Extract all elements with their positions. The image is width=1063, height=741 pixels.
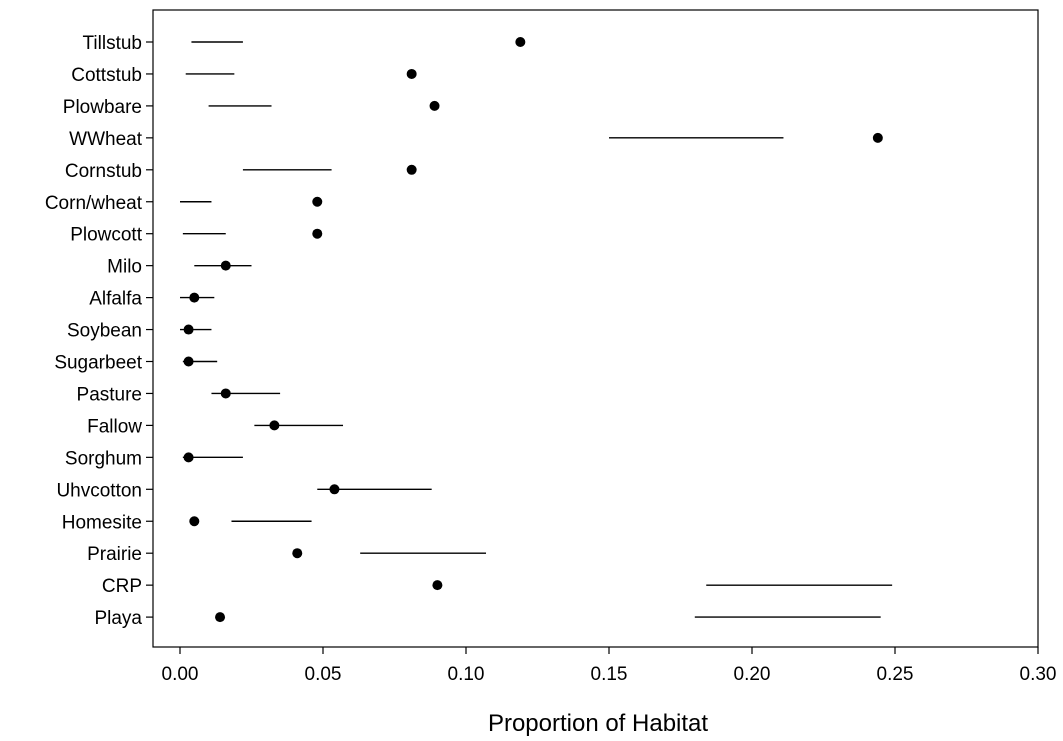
y-tick-label: Playa (94, 608, 142, 629)
plot-frame (152, 9, 1039, 648)
y-tick-label: Corn/wheat (45, 193, 143, 214)
y-tick-label: Fallow (87, 416, 142, 437)
x-tick-label: 0.15 (591, 664, 628, 685)
data-point (183, 324, 194, 335)
y-tick-label: Cottstub (71, 65, 142, 86)
x-tick-label: 0.05 (305, 664, 342, 685)
y-tick-label: Homesite (62, 512, 142, 533)
data-point (515, 37, 526, 47)
data-point (269, 420, 280, 431)
y-axis: Tillstub Cottstub Plowbare WWheat Cornstub Co… (45, 33, 153, 629)
y-tick-label: Pasture (77, 384, 142, 405)
plot-marks (180, 37, 893, 623)
data-point (183, 452, 194, 463)
y-tick-label: Tillstub (83, 33, 142, 54)
data-point (406, 68, 417, 79)
y-tick-label: Prairie (87, 544, 142, 565)
data-point (292, 548, 303, 559)
data-point (189, 516, 200, 527)
data-point (220, 388, 231, 399)
x-tick-label: 0.00 (162, 664, 199, 685)
data-point (189, 292, 200, 303)
y-tick-label: Plowbare (63, 97, 142, 118)
x-tick-label: 0.30 (1020, 664, 1057, 685)
y-tick-label: CRP (102, 576, 142, 597)
data-point (312, 196, 323, 207)
y-tick-label: Sorghum (65, 448, 142, 469)
y-tick-label: Milo (107, 257, 142, 278)
data-point (183, 356, 194, 367)
data-point (312, 228, 323, 239)
data-point (432, 580, 443, 591)
data-point (872, 132, 883, 143)
y-tick-label: Uhvcotton (56, 480, 142, 501)
x-tick-label: 0.10 (448, 664, 485, 685)
y-tick-label: Sugarbeet (54, 353, 142, 374)
x-axis: 0.00 0.05 0.10 0.15 0.20 0.25 0.30 (162, 647, 1057, 685)
y-tick-label: Cornstub (65, 161, 142, 182)
x-tick-label: 0.20 (734, 664, 771, 685)
data-point (220, 260, 231, 271)
data-point (406, 164, 417, 175)
data-point (429, 100, 440, 111)
data-point (215, 612, 226, 623)
data-point (329, 484, 340, 495)
y-tick-label: WWheat (69, 129, 143, 150)
y-tick-label: Plowcott (70, 225, 143, 246)
x-axis-title: Proportion of Habitat (488, 710, 708, 737)
x-tick-label: 0.25 (877, 664, 914, 685)
y-tick-label: Soybean (67, 321, 142, 342)
y-tick-label: Alfalfa (89, 289, 142, 310)
